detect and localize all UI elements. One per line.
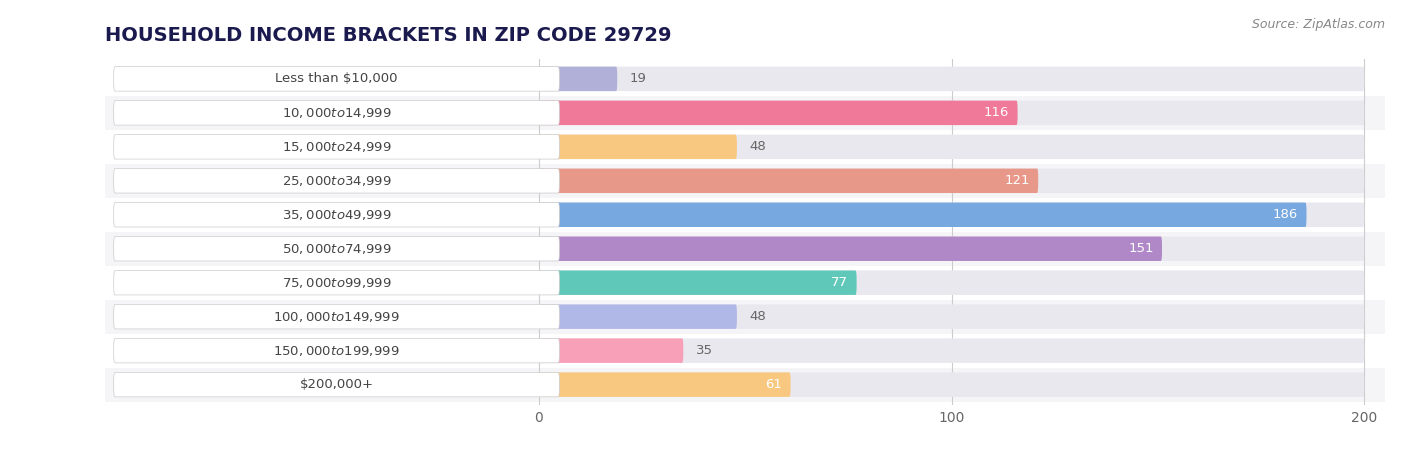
FancyBboxPatch shape	[538, 237, 1364, 261]
Bar	[105, 62, 1385, 96]
Text: $25,000 to $34,999: $25,000 to $34,999	[281, 174, 391, 188]
FancyBboxPatch shape	[114, 270, 560, 295]
FancyBboxPatch shape	[538, 305, 737, 329]
Bar	[105, 232, 1385, 266]
FancyBboxPatch shape	[538, 237, 1161, 261]
Text: $150,000 to $199,999: $150,000 to $199,999	[273, 344, 399, 358]
Text: $15,000 to $24,999: $15,000 to $24,999	[281, 140, 391, 154]
FancyBboxPatch shape	[538, 169, 1364, 193]
FancyBboxPatch shape	[538, 270, 1364, 295]
Text: 48: 48	[749, 140, 766, 153]
FancyBboxPatch shape	[538, 202, 1364, 227]
Text: 61: 61	[765, 378, 782, 391]
FancyBboxPatch shape	[538, 202, 1306, 227]
FancyBboxPatch shape	[114, 135, 560, 159]
FancyBboxPatch shape	[538, 373, 790, 397]
FancyBboxPatch shape	[538, 101, 1018, 125]
Text: 121: 121	[1004, 174, 1031, 187]
FancyBboxPatch shape	[114, 373, 560, 397]
FancyBboxPatch shape	[114, 237, 560, 261]
Text: 48: 48	[749, 310, 766, 323]
FancyBboxPatch shape	[538, 338, 683, 363]
Bar	[105, 198, 1385, 232]
FancyBboxPatch shape	[538, 169, 1038, 193]
Bar	[105, 368, 1385, 401]
Bar	[105, 96, 1385, 130]
FancyBboxPatch shape	[114, 338, 560, 363]
Text: Source: ZipAtlas.com: Source: ZipAtlas.com	[1251, 18, 1385, 31]
FancyBboxPatch shape	[538, 373, 1364, 397]
Text: 35: 35	[696, 344, 713, 357]
FancyBboxPatch shape	[538, 101, 1364, 125]
Text: 116: 116	[984, 106, 1010, 119]
Bar	[105, 130, 1385, 164]
Bar	[105, 300, 1385, 333]
Text: 151: 151	[1128, 242, 1154, 255]
FancyBboxPatch shape	[538, 67, 1364, 91]
Bar	[105, 266, 1385, 300]
FancyBboxPatch shape	[114, 202, 560, 227]
Text: $75,000 to $99,999: $75,000 to $99,999	[281, 276, 391, 290]
Text: 19: 19	[630, 72, 647, 86]
Text: $50,000 to $74,999: $50,000 to $74,999	[281, 242, 391, 256]
Text: 77: 77	[831, 276, 848, 289]
FancyBboxPatch shape	[538, 135, 1364, 159]
Bar	[105, 164, 1385, 198]
FancyBboxPatch shape	[114, 169, 560, 193]
Bar	[105, 333, 1385, 368]
Text: $35,000 to $49,999: $35,000 to $49,999	[281, 208, 391, 222]
FancyBboxPatch shape	[114, 101, 560, 125]
Text: $200,000+: $200,000+	[299, 378, 374, 391]
Text: $10,000 to $14,999: $10,000 to $14,999	[281, 106, 391, 120]
Text: HOUSEHOLD INCOME BRACKETS IN ZIP CODE 29729: HOUSEHOLD INCOME BRACKETS IN ZIP CODE 29…	[105, 26, 672, 45]
Text: Less than $10,000: Less than $10,000	[276, 72, 398, 86]
FancyBboxPatch shape	[114, 67, 560, 91]
Text: $100,000 to $149,999: $100,000 to $149,999	[273, 310, 399, 324]
FancyBboxPatch shape	[538, 135, 737, 159]
FancyBboxPatch shape	[538, 270, 856, 295]
FancyBboxPatch shape	[538, 305, 1364, 329]
FancyBboxPatch shape	[114, 305, 560, 329]
FancyBboxPatch shape	[538, 338, 1364, 363]
Text: 186: 186	[1272, 208, 1298, 221]
FancyBboxPatch shape	[538, 67, 617, 91]
